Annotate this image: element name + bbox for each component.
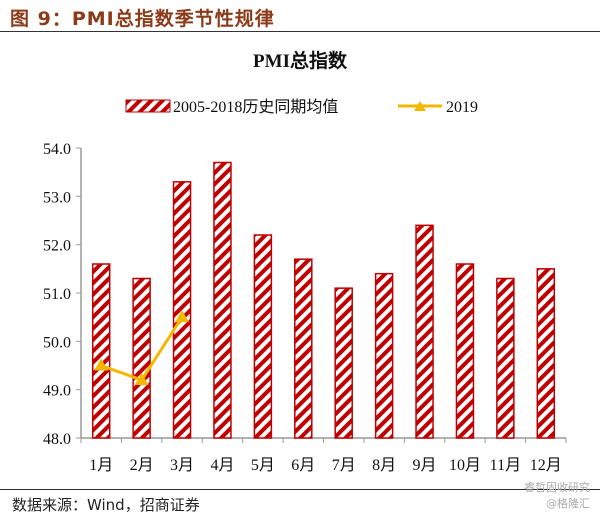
x-tick-label: 12月 [530,457,562,474]
chart-title: PMI总指数 [253,49,348,72]
bar-6月 [294,258,313,439]
watermark: 睿哲固收研究 @格隆汇 [524,480,590,512]
y-tick-label: 53.0 [43,189,71,206]
x-tick-label: 5月 [251,457,275,474]
y-tick-label: 49.0 [43,383,71,400]
source-note: 数据来源：Wind，招商证券 [12,496,200,514]
bar-1月 [91,263,111,439]
chart: PMI总指数 2005-2018历史同期均值 2019 48.0 49.0 50.0… [43,49,567,474]
bar-5月 [253,234,273,439]
x-tick-label: 11月 [490,457,521,474]
bar-3月 [172,181,192,439]
y-tick-label: 52.0 [43,238,71,255]
x-tick-label: 7月 [332,457,356,474]
x-tick-label: 3月 [170,457,194,474]
x-tick-label: 4月 [210,457,234,474]
legend: 2005-2018历史同期均值 2019 [125,98,478,116]
point-2019-2月 [134,373,149,385]
figure-title: 图 9：PMI总指数季节性规律 [10,8,275,30]
bar-10月 [455,263,475,439]
watermark-site: @格隆汇 [546,497,590,510]
x-tick-label: 10月 [449,457,481,474]
x-tick-label: 2月 [130,457,154,474]
y-tick-label: 54.0 [43,141,71,158]
bottom-divider [0,489,600,490]
x-tick-label: 1月 [89,457,113,474]
y-tick-label: 51.0 [43,286,71,303]
legend-line-label: 2019 [446,99,478,116]
legend-bar-label: 2005-2018历史同期均值 [173,98,338,116]
bar-7月 [334,287,353,439]
top-divider [0,31,600,32]
y-tick-label: 48.0 [43,431,71,448]
point-2019-1月 [94,358,109,371]
bar-12月 [536,268,556,439]
y-tick-label: 50.0 [43,334,71,351]
bar-2月 [132,277,151,439]
bar-8月 [374,272,394,439]
legend-bar-swatch [125,99,171,113]
bar-4月 [213,161,232,439]
x-tick-label: 8月 [372,457,396,474]
legend-triangle-icon [414,101,426,111]
x-tick-label: 9月 [413,457,437,474]
point-2019-3月 [175,310,190,323]
bar-11月 [496,277,515,439]
x-tick-label: 6月 [291,457,315,474]
watermark-account: 睿哲固收研究 [524,481,590,494]
bar-9月 [415,224,434,439]
